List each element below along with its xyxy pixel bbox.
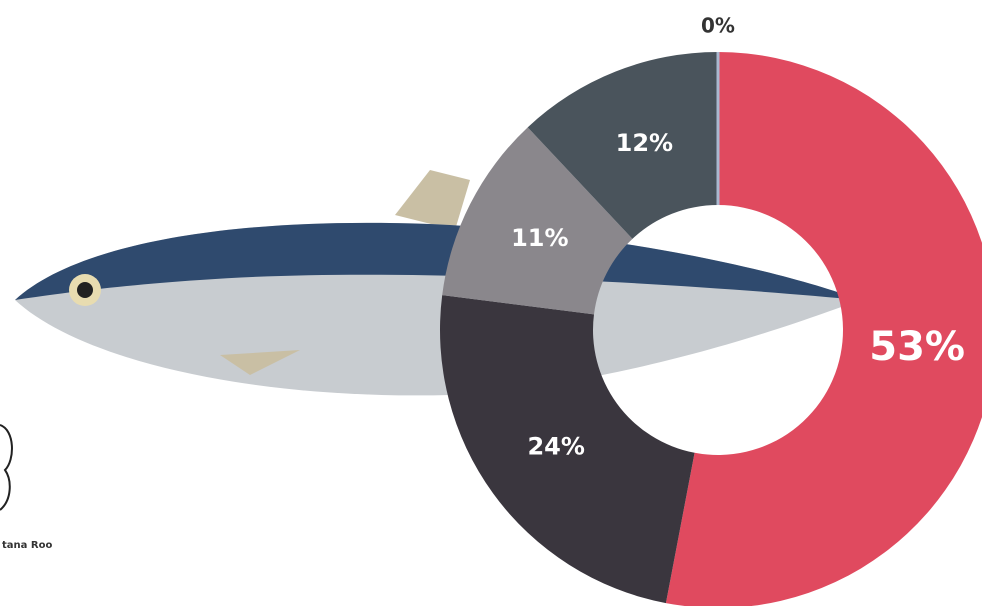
value-label: 0% — [701, 14, 735, 38]
value-label: 53% — [869, 324, 965, 370]
value-label: 11% — [511, 224, 568, 252]
donut-segment — [665, 52, 982, 606]
donut-segment — [442, 127, 633, 315]
value-label: 12% — [616, 129, 673, 157]
value-label: 24% — [527, 433, 584, 461]
logo — [0, 424, 13, 511]
donut-segment — [527, 52, 718, 239]
donut-segment — [439, 295, 695, 604]
credit: tana Roo — [2, 540, 52, 551]
